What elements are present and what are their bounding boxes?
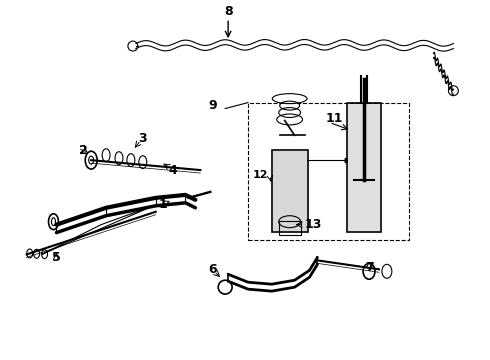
Bar [279,221,300,235]
Text: 7: 7 [365,261,373,274]
Bar [348,104,380,231]
Text: 9: 9 [208,99,217,112]
Bar [248,103,409,239]
Text: 5: 5 [52,251,61,264]
Text: 3: 3 [139,132,147,145]
Text: 12: 12 [252,170,268,180]
Bar [347,103,381,231]
Text: 4: 4 [168,163,177,176]
Text: 6: 6 [208,263,217,276]
Text: 2: 2 [79,144,88,157]
Text: 8: 8 [224,5,232,18]
Bar [272,150,308,231]
Text: 13: 13 [305,218,322,231]
Text: 1: 1 [158,198,167,211]
Bar [273,151,307,231]
Text: 11: 11 [325,112,343,125]
Text: 10: 10 [284,152,301,165]
